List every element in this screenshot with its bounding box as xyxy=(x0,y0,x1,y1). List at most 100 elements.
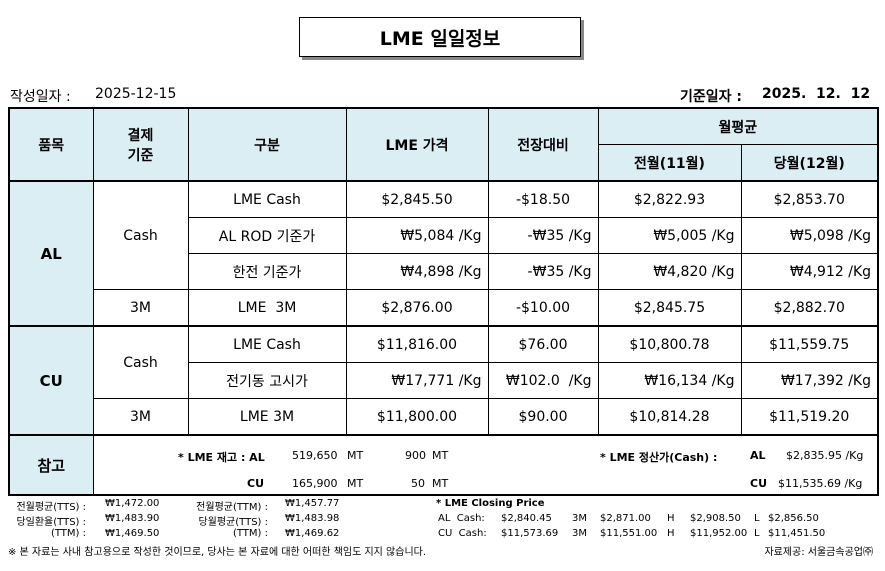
head-basis-2: 기준 xyxy=(127,147,154,164)
cell-change: -₩35 /Kg xyxy=(487,253,599,290)
closing-text: $2,871.00 xyxy=(600,513,651,524)
cell-prev: ₩5,005 /Kg xyxy=(597,217,742,254)
cell-curr: $11,559.75 xyxy=(740,325,879,363)
stock-cu-unit: MT xyxy=(347,477,364,490)
group-name: CU xyxy=(8,325,94,436)
table-row: AL ROD 기준가 ₩5,084 /Kg -₩35 /Kg ₩5,005 /Kg ₩5… xyxy=(9,217,879,254)
table-row: CU Cash LME Cash $11,816.00 $76.00 $10,800.78… xyxy=(8,325,879,436)
head-price: LME 가격 xyxy=(345,107,489,182)
stock-al-change: 900 xyxy=(405,449,426,462)
cell-change: -₩35 /Kg xyxy=(487,217,599,254)
head-prev-month: 전월(11월) xyxy=(597,144,742,182)
cell-prev: $2,822.93 xyxy=(597,180,742,218)
cell-curr: $2,882.70 xyxy=(740,289,879,327)
title: LME 일일정보 xyxy=(299,17,581,57)
closing-text: H xyxy=(667,528,675,539)
stock-cu-change: 50 xyxy=(411,477,425,490)
rate-text: ₩1,472.00 xyxy=(105,498,160,509)
cell-price: ₩4,898 /Kg xyxy=(345,253,489,290)
cell-price: $2,876.00 xyxy=(345,289,489,327)
rate-text: ₩1,469.50 xyxy=(105,528,160,539)
rate-text: ₩1,469.62 xyxy=(285,528,340,539)
cell-price: $2,845.50 xyxy=(345,180,489,218)
closing-text: 3M xyxy=(572,513,587,524)
cell-prev: $10,800.78 xyxy=(597,325,742,363)
closing-text: L xyxy=(754,528,760,539)
cell-price: $11,800.00 xyxy=(345,398,489,436)
closing-text: H xyxy=(667,513,675,524)
closing-text: L xyxy=(754,513,760,524)
basis: Cash xyxy=(92,325,189,399)
base-label: 기준일자 : xyxy=(680,89,742,105)
stock-title: * LME 재고 : AL xyxy=(178,451,265,464)
category: AL ROD 기준가 xyxy=(187,217,347,254)
settlement-al-label: AL xyxy=(750,449,766,462)
stock-cu-change-unit: MT xyxy=(432,477,449,490)
rate-text: ₩1,483.90 xyxy=(105,513,160,524)
table-row: 전기동 고시가 ₩17,771 /Kg ₩102.0 /Kg ₩16,134 /Kg ₩… xyxy=(9,362,879,399)
stock-al-unit: MT xyxy=(347,449,364,462)
cell-curr: $2,853.70 xyxy=(740,180,879,218)
reference-body xyxy=(92,434,879,496)
rate-text: (TTM) : xyxy=(50,528,86,539)
table-row: 3M LME 3M $11,800.00 $90.00 $10,814.28 $11,51… xyxy=(9,398,879,436)
head-curr-month: 당월(12월) xyxy=(740,144,879,182)
closing-text: $11,952.00 xyxy=(690,528,748,539)
rate-text: ₩1,457.77 xyxy=(285,498,340,509)
cell-curr: ₩4,912 /Kg xyxy=(740,253,879,290)
base-date: 2025. 12. 12 xyxy=(762,86,871,102)
cell-change: -$10.00 xyxy=(487,289,599,327)
closing-title: * LME Closing Price xyxy=(436,498,545,509)
source: 자료제공: 서울금속공업㈜ xyxy=(764,547,873,558)
cell-price: ₩17,771 /Kg xyxy=(345,362,489,399)
rate-text: 당월평균(TTS) : xyxy=(198,517,268,528)
stock-al-change-unit: MT xyxy=(432,449,449,462)
cell-prev: ₩4,820 /Kg xyxy=(597,253,742,290)
created-date: 2025-12-15 xyxy=(95,86,177,102)
cell-prev: $10,814.28 xyxy=(597,398,742,436)
cell-prev: $2,845.75 xyxy=(597,289,742,327)
group-name: AL xyxy=(8,180,94,327)
cell-prev: ₩16,134 /Kg xyxy=(597,362,742,399)
created-label: 작성일자 : xyxy=(10,89,71,105)
closing-text: $2,840.45 xyxy=(501,513,552,524)
settlement-cu-label: CU xyxy=(750,477,768,490)
settlement-title: * LME 정산가(Cash) : xyxy=(600,451,718,464)
cell-price: ₩5,084 /Kg xyxy=(345,217,489,254)
settlement-cu-value: $11,535.69 /Kg xyxy=(778,477,863,490)
cell-curr: ₩5,098 /Kg xyxy=(740,217,879,254)
cell-curr: ₩17,392 /Kg xyxy=(740,362,879,399)
cell-curr: $11,519.20 xyxy=(740,398,879,436)
head-monthly-avg: 월평균 xyxy=(597,107,879,145)
basis: Cash xyxy=(92,180,189,290)
closing-text: $11,573.69 xyxy=(501,528,559,539)
rate-text: 전월평균(TTS) : xyxy=(16,502,86,513)
cell-change: $90.00 xyxy=(487,398,599,436)
table-row: AL Cash LME Cash $2,845.50 -$18.50 $2,822.93 $… xyxy=(8,180,879,327)
category: LME 3M xyxy=(187,398,347,436)
category: LME 3M xyxy=(187,289,347,327)
head-category: 구분 xyxy=(187,107,347,182)
closing-text: $11,451.50 xyxy=(768,528,826,539)
category: LME Cash xyxy=(187,325,347,363)
table-row: 한전 기준가 ₩4,898 /Kg -₩35 /Kg ₩4,820 /Kg ₩4,912… xyxy=(9,253,879,290)
basis: 3M xyxy=(92,398,189,436)
notice: ※ 본 자료는 사내 참고용으로 작성한 것이므로, 당사는 본 자료에 대한 … xyxy=(8,547,427,558)
rate-text: ₩1,483.98 xyxy=(285,513,340,524)
basis: 3M xyxy=(92,289,189,327)
closing-text: 3M xyxy=(572,528,587,539)
rate-text: (TTM) : xyxy=(232,528,268,539)
closing-text: CU Cash: xyxy=(438,528,487,539)
stock-cu-amount: 165,900 xyxy=(292,477,338,490)
closing-text: AL Cash: xyxy=(438,513,485,524)
lme-table: 품목 결제 기준 구분 LME 가격 전장대비 월평균 전월(11월) 당월(12… xyxy=(8,107,880,496)
category: LME Cash xyxy=(187,180,347,218)
reference-row: 참고 xyxy=(8,434,879,496)
cell-change: -$18.50 xyxy=(487,180,599,218)
head-basis-1: 결제 xyxy=(127,127,154,144)
category: 한전 기준가 xyxy=(187,253,347,290)
settlement-al-value: $2,835.95 /Kg xyxy=(786,449,864,462)
reference-label: 참고 xyxy=(8,434,94,496)
